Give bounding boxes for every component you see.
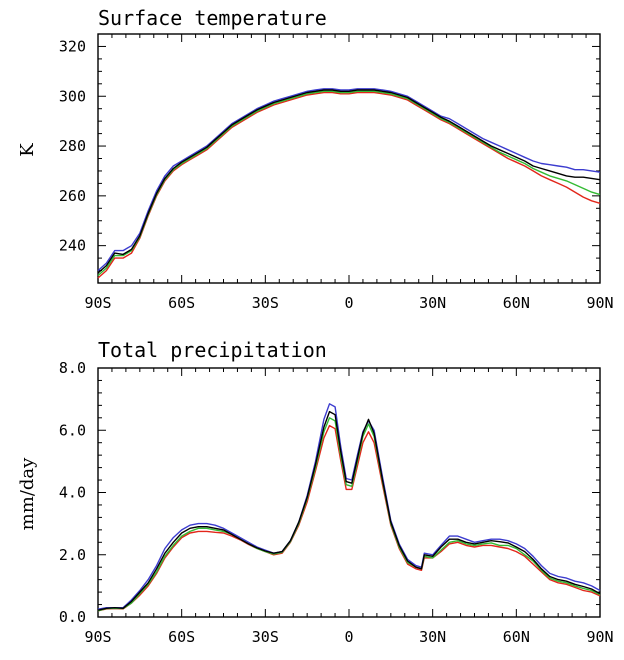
surface-temperature-title: Surface temperature [98,6,327,30]
y-tick-label: 240 [59,237,86,255]
series-line [97,417,601,612]
y-tick-label: 2.0 [59,546,86,564]
series-line [97,403,601,610]
surface-temperature-plot-frame [97,33,601,284]
series-line [97,90,601,277]
x-tick-label: 90S [84,294,111,312]
surface-temperature-ylabel: K [17,143,38,157]
x-tick-label: 30S [252,294,279,312]
x-tick-label: 90N [586,294,613,312]
x-tick-label: 60N [503,294,530,312]
series-line [97,424,601,612]
x-tick-label: 90S [84,628,111,646]
x-tick-label: 60N [503,628,530,646]
x-tick-label: 60S [168,294,195,312]
x-tick-label: 30S [252,628,279,646]
total-precipitation-title: Total precipitation [98,338,327,362]
x-tick-label: 60S [168,628,195,646]
y-tick-label: 0.0 [59,608,86,626]
series-line [97,410,601,611]
y-tick-label: 320 [59,37,86,55]
x-tick-label: 0 [344,628,353,646]
y-tick-label: 4.0 [59,484,86,502]
x-tick-label: 0 [344,294,353,312]
y-tick-label: 6.0 [59,421,86,439]
x-tick-label: 30N [419,294,446,312]
surface-temperature-panel: Surface temperature K 90S 60S 30S 0 30N 60N 90… [17,6,614,312]
x-tick-label: 90N [586,628,613,646]
y-tick-label: 8.0 [59,359,86,377]
x-tick-label: 30N [419,628,446,646]
y-tick-label: 260 [59,187,86,205]
series-line [97,89,601,274]
series-line [97,88,601,272]
total-precipitation-panel: Total precipitation mm/day 90S 60S 30S 0 30N… [17,338,614,646]
total-precipitation-ylabel: mm/day [17,457,38,530]
total-precipitation-plot-frame [97,367,601,618]
y-tick-label: 300 [59,87,86,105]
series-line [97,91,601,279]
y-tick-label: 280 [59,137,86,155]
